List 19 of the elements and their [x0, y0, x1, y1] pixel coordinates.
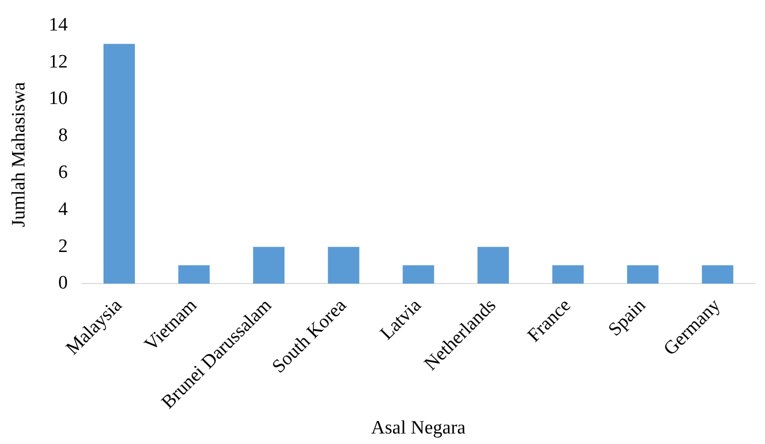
bar — [103, 44, 135, 284]
y-tick-label: 12 — [48, 51, 68, 72]
y-tick-label: 4 — [58, 198, 68, 220]
y-tick-label: 10 — [48, 88, 68, 110]
y-tick-label: 0 — [58, 272, 68, 294]
bar — [702, 265, 734, 284]
x-axis-title: Asal Negara — [371, 418, 466, 439]
bar — [402, 265, 434, 284]
y-axis-title: Jumlah Mahasiswa — [8, 81, 30, 228]
bar — [328, 246, 360, 284]
bar — [552, 265, 584, 284]
bar — [253, 246, 285, 284]
y-tick-label: 6 — [58, 162, 68, 183]
y-tick-label: 8 — [58, 125, 68, 146]
y-tick-label: 14 — [48, 14, 68, 36]
y-tick-label: 2 — [58, 236, 68, 257]
bar — [627, 265, 659, 284]
bar — [178, 265, 210, 284]
bar — [477, 246, 509, 284]
